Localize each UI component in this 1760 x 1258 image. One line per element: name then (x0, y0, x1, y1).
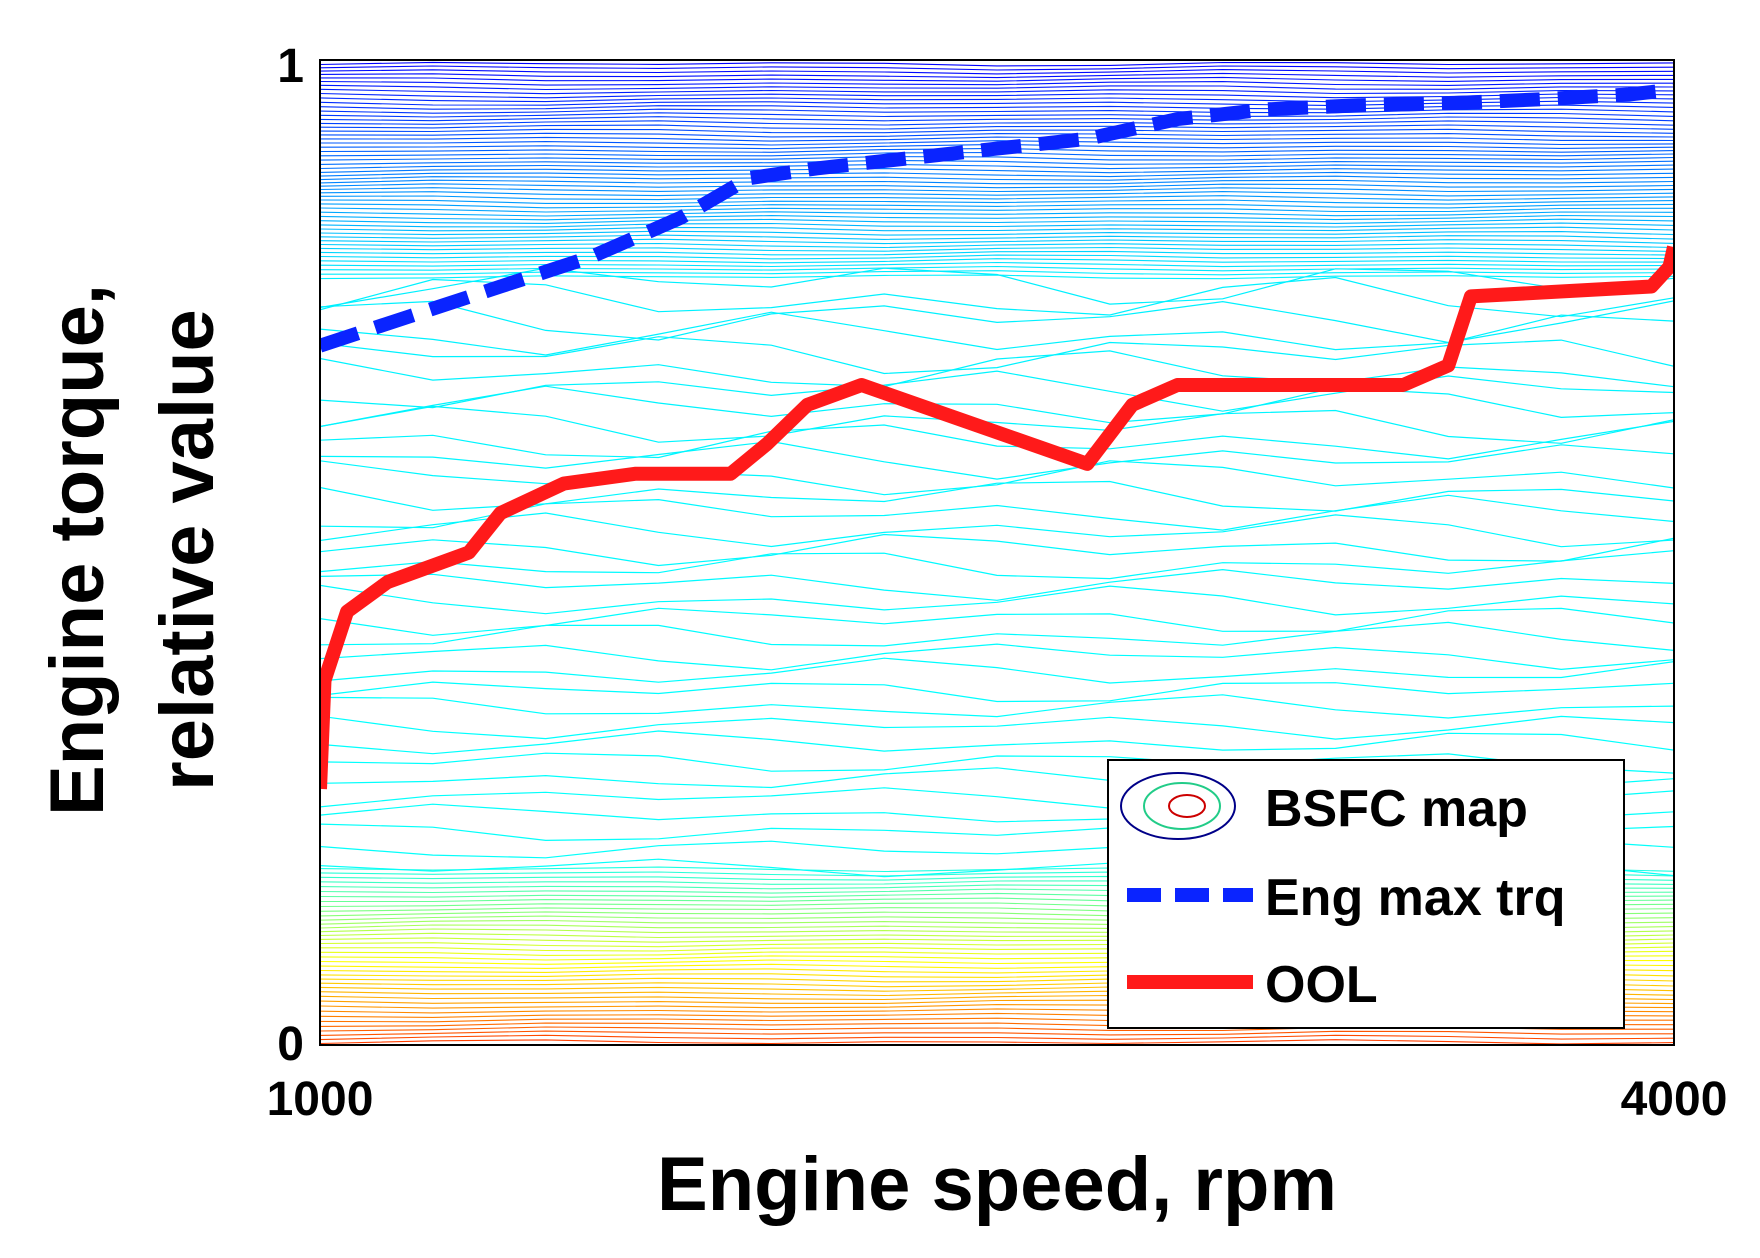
bsfc-contour-line (320, 607, 1674, 636)
y-tick-label: 1 (277, 40, 304, 93)
bsfc-contour-line (320, 88, 1674, 95)
legend-label-ool: OOL (1265, 956, 1378, 1014)
bsfc-contour-line (320, 214, 1674, 221)
bsfc-contour-line (320, 195, 1674, 201)
bsfc-contour-line (320, 203, 1674, 209)
bsfc-contour-line (320, 533, 1674, 567)
plot-frame (319, 59, 1675, 1046)
bsfc-contour-line (320, 191, 1674, 197)
bsfc-contour-line (320, 274, 1674, 280)
bsfc-contour-line (320, 183, 1674, 189)
x-tick-label: 1000 (267, 1073, 374, 1126)
bsfc-contour-line (320, 460, 1674, 496)
bsfc-contour-line (320, 230, 1674, 236)
y-tick-label: 0 (277, 1018, 304, 1071)
bsfc-contour-line (320, 218, 1674, 224)
bsfc-contour-line (320, 211, 1674, 217)
bsfc-contour-line (320, 234, 1674, 240)
bsfc-contour-line (320, 72, 1674, 79)
bsfc-contour-line (320, 405, 1674, 444)
bsfc-contour-line (320, 124, 1674, 130)
bsfc-contour-line (320, 199, 1674, 205)
bsfc-contour-line (320, 440, 1674, 480)
bsfc-contour-line (320, 80, 1674, 86)
bsfc-contour-line (320, 132, 1674, 138)
bsfc-contour-line (320, 420, 1674, 460)
bsfc-contour-line (320, 226, 1674, 232)
bsfc-contour-line (320, 187, 1674, 193)
bsfc-contour-line (320, 643, 1674, 671)
bsfc-contour-line (320, 657, 1674, 684)
bsfc-contour-line (320, 136, 1674, 142)
y-axis-label-line1: Engine torque, (35, 284, 120, 816)
bsfc-contour-line (320, 254, 1674, 260)
bsfc-contour-line (320, 108, 1674, 114)
bsfc-contour-line (320, 84, 1674, 91)
legend-label-max-trq: Eng max trq (1265, 869, 1566, 927)
x-axis-label: Engine speed, rpm (657, 1142, 1337, 1227)
bsfc-contour-line (320, 385, 1674, 428)
bsfc-contour-line (320, 694, 1674, 719)
bsfc-contour-line (320, 207, 1674, 213)
series-line-eng-max-trq (320, 82, 1674, 353)
bsfc-contour-line (320, 258, 1674, 264)
bsfc-contour-line (320, 238, 1674, 245)
bsfc-contour-line (320, 276, 1674, 318)
bsfc-contour-line (320, 730, 1674, 755)
y-axis-label-line2: relative value (145, 309, 230, 791)
bsfc-contour-line (320, 159, 1674, 165)
bsfc-contour-line (320, 179, 1674, 185)
bsfc-contour-line (320, 69, 1674, 75)
bsfc-contour-line (320, 550, 1674, 580)
bsfc-contour-line (320, 116, 1674, 122)
bsfc-contour-line (320, 512, 1674, 548)
series-layer (320, 82, 1674, 790)
bsfc-contour-line (320, 1034, 1674, 1041)
bsfc-contour-line (320, 76, 1674, 82)
legend: BSFC map Eng max trq OOL (1107, 759, 1625, 1029)
bsfc-contour-line (320, 1039, 1674, 1045)
bsfc-contour-line (320, 120, 1674, 126)
bsfc-contour-line (320, 1030, 1674, 1036)
series-line-ool (320, 245, 1674, 790)
bsfc-contour-line (320, 65, 1674, 71)
axis-ticks: 1 0 1000 4000 (267, 40, 1728, 1126)
bsfc-contour-line (320, 752, 1674, 774)
bsfc-contour-line (320, 175, 1674, 181)
bsfc-contour-line (320, 300, 1674, 344)
bsfc-map-legend-icon (1120, 772, 1236, 840)
bsfc-contour-line (320, 163, 1674, 170)
bsfc-contour-line (320, 242, 1674, 249)
bsfc-contour-line (320, 250, 1674, 256)
legend-label-bsfc: BSFC map (1265, 780, 1528, 838)
x-tick-label: 4000 (1621, 1073, 1728, 1126)
bsfc-contour-line (320, 584, 1674, 616)
bsfc-contour-line (320, 140, 1674, 146)
bsfc-contour-line (320, 568, 1674, 601)
bsfc-contour-line (320, 246, 1674, 252)
bsfc-contour-line (320, 171, 1674, 178)
bsfc-contour-line (320, 681, 1674, 703)
bsfc-contour-line (320, 61, 1674, 67)
bsfc-contour-line (320, 128, 1674, 134)
bsfc-contour-line (320, 222, 1674, 228)
bsfc-contour-line (320, 156, 1674, 161)
bsfc-contour-line (320, 370, 1674, 412)
bsfc-contour-line (320, 112, 1674, 118)
bsfc-contour-line (320, 168, 1674, 174)
bsfc-contour-line (320, 480, 1674, 512)
bsfc-contour-line (320, 715, 1674, 740)
